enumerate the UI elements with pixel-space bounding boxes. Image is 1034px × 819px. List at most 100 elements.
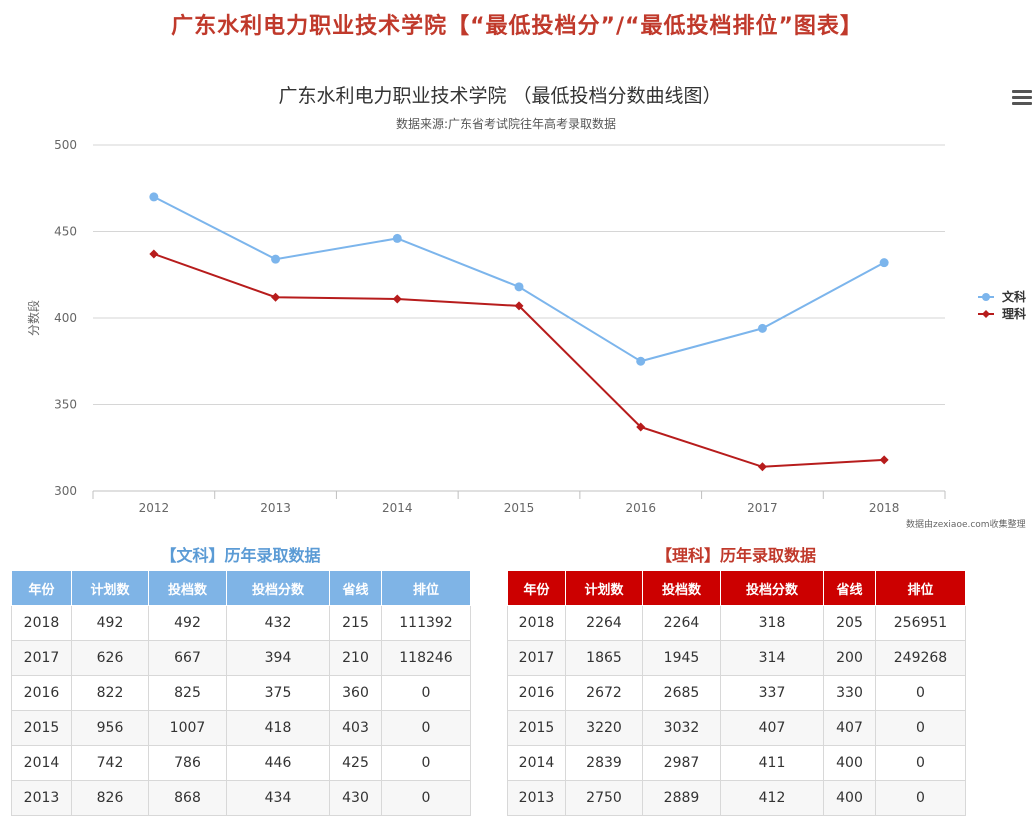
wen-cell: 111392 [381, 605, 471, 641]
data-point-like[interactable] [514, 301, 524, 311]
x-tick-label: 2017 [747, 501, 778, 515]
wen-cell: 432 [226, 605, 330, 641]
li-cell: 314 [720, 640, 824, 676]
wen-cell: 956 [71, 710, 149, 746]
li-cell: 407 [823, 710, 876, 746]
table-row: 2014 742 786 446 425 0 [11, 745, 471, 781]
series-line-wenke [153, 196, 885, 363]
li-cell: 400 [823, 745, 876, 781]
data-point-like[interactable] [636, 422, 646, 432]
table-row: 2017 1865 1945 314 200 249268 [507, 640, 966, 676]
wen-cell: 2018 [11, 605, 72, 641]
table-row: 2013 2750 2889 412 400 0 [507, 780, 966, 816]
li-cell: 3032 [642, 710, 721, 746]
li-cell: 337 [720, 675, 824, 711]
li-header-cell: 投档数 [642, 570, 721, 606]
wen-cell: 215 [329, 605, 382, 641]
wen-cell: 394 [226, 640, 330, 676]
li-cell: 330 [823, 675, 876, 711]
li-admission-table: 年份 计划数 投档数 投档分数 省线 排位 2018 2264 2264 318 205 25695… [507, 570, 966, 816]
li-cell: 407 [720, 710, 824, 746]
legend-item-label[interactable]: 理科 [1002, 306, 1026, 321]
wen-cell: 446 [226, 745, 330, 781]
chart-title: 广东水利电力职业技术学院 （最低投档分数曲线图） [278, 85, 721, 107]
li-header-cell: 排位 [875, 570, 966, 606]
wen-cell: 425 [329, 745, 382, 781]
wen-cell: 360 [329, 675, 382, 711]
wen-header-cell: 排位 [381, 570, 471, 606]
table-row: 2017 626 667 394 210 118246 [11, 640, 471, 676]
wen-cell: 210 [329, 640, 382, 676]
wen-cell: 667 [148, 640, 227, 676]
wen-cell: 430 [329, 780, 382, 816]
li-header-cell: 计划数 [565, 570, 643, 606]
wen-cell: 826 [71, 780, 149, 816]
li-cell: 0 [875, 745, 966, 781]
table-row: 2016 822 825 375 360 0 [11, 675, 471, 711]
data-point-wenke[interactable] [636, 356, 646, 366]
data-point-wenke[interactable] [149, 192, 159, 202]
wen-cell: 492 [71, 605, 149, 641]
wen-cell: 375 [226, 675, 330, 711]
li-cell: 249268 [875, 640, 966, 676]
li-cell: 1945 [642, 640, 721, 676]
wen-header-cell: 年份 [11, 570, 72, 606]
li-cell: 2018 [507, 605, 566, 641]
data-point-wenke[interactable] [879, 258, 889, 268]
x-tick-label: 2014 [382, 501, 413, 515]
data-point-like[interactable] [879, 455, 889, 465]
data-point-like[interactable] [392, 294, 402, 304]
li-cell: 412 [720, 780, 824, 816]
li-cell: 2685 [642, 675, 721, 711]
table-row: 2018 492 492 432 215 111392 [11, 605, 471, 641]
data-point-wenke[interactable] [392, 233, 402, 243]
li-cell: 1865 [565, 640, 643, 676]
li-cell: 2264 [565, 605, 643, 641]
x-tick-label: 2018 [869, 501, 900, 515]
data-point-wenke[interactable] [271, 254, 281, 264]
y-axis-label: 分数段 [26, 300, 41, 336]
wen-table-title: 【文科】历年录取数据 [160, 546, 321, 565]
li-cell: 400 [823, 780, 876, 816]
li-table-title: 【理科】历年录取数据 [655, 546, 816, 565]
wen-cell: 825 [148, 675, 227, 711]
wen-cell: 492 [148, 605, 227, 641]
data-point-like[interactable] [149, 249, 159, 259]
wen-header-cell: 投档分数 [226, 570, 330, 606]
legend-marker [982, 310, 990, 318]
li-cell: 256951 [875, 605, 966, 641]
wen-cell: 0 [381, 745, 471, 781]
li-cell: 2987 [642, 745, 721, 781]
li-cell: 2750 [565, 780, 643, 816]
data-point-like[interactable] [271, 292, 281, 302]
table-row: 2013 826 868 434 430 0 [11, 780, 471, 816]
li-cell: 2017 [507, 640, 566, 676]
wen-cell: 2015 [11, 710, 72, 746]
wen-cell: 786 [148, 745, 227, 781]
li-cell: 2014 [507, 745, 566, 781]
li-cell: 0 [875, 675, 966, 711]
li-cell: 3220 [565, 710, 643, 746]
chart-subtitle: 数据来源:广东省考试院往年高考录取数据 [396, 116, 616, 131]
chart-menu-icon[interactable] [1012, 90, 1032, 106]
wen-cell: 0 [381, 710, 471, 746]
li-cell: 2264 [642, 605, 721, 641]
watermark: 数据由zexiaoe.com收集整理 [906, 520, 1026, 530]
wen-cell: 2017 [11, 640, 72, 676]
wen-cell: 434 [226, 780, 330, 816]
y-tick-label: 400 [54, 311, 77, 325]
li-cell: 0 [875, 710, 966, 746]
page-title: 广东水利电力职业技术学院【“最低投档分”/“最低投档排位”图表】 [171, 14, 863, 39]
table-row: 2016 2672 2685 337 330 0 [507, 675, 966, 711]
data-point-wenke[interactable] [757, 323, 767, 333]
data-point-like[interactable] [757, 462, 767, 472]
x-tick-label: 2016 [625, 501, 656, 515]
legend-item-label[interactable]: 文科 [1002, 289, 1026, 304]
legend-marker [982, 293, 990, 301]
data-point-wenke[interactable] [514, 282, 524, 292]
x-tick-label: 2015 [504, 501, 535, 515]
table-row: 2014 2839 2987 411 400 0 [507, 745, 966, 781]
y-tick-label: 350 [54, 398, 77, 412]
li-cell: 318 [720, 605, 824, 641]
wen-cell: 0 [381, 675, 471, 711]
